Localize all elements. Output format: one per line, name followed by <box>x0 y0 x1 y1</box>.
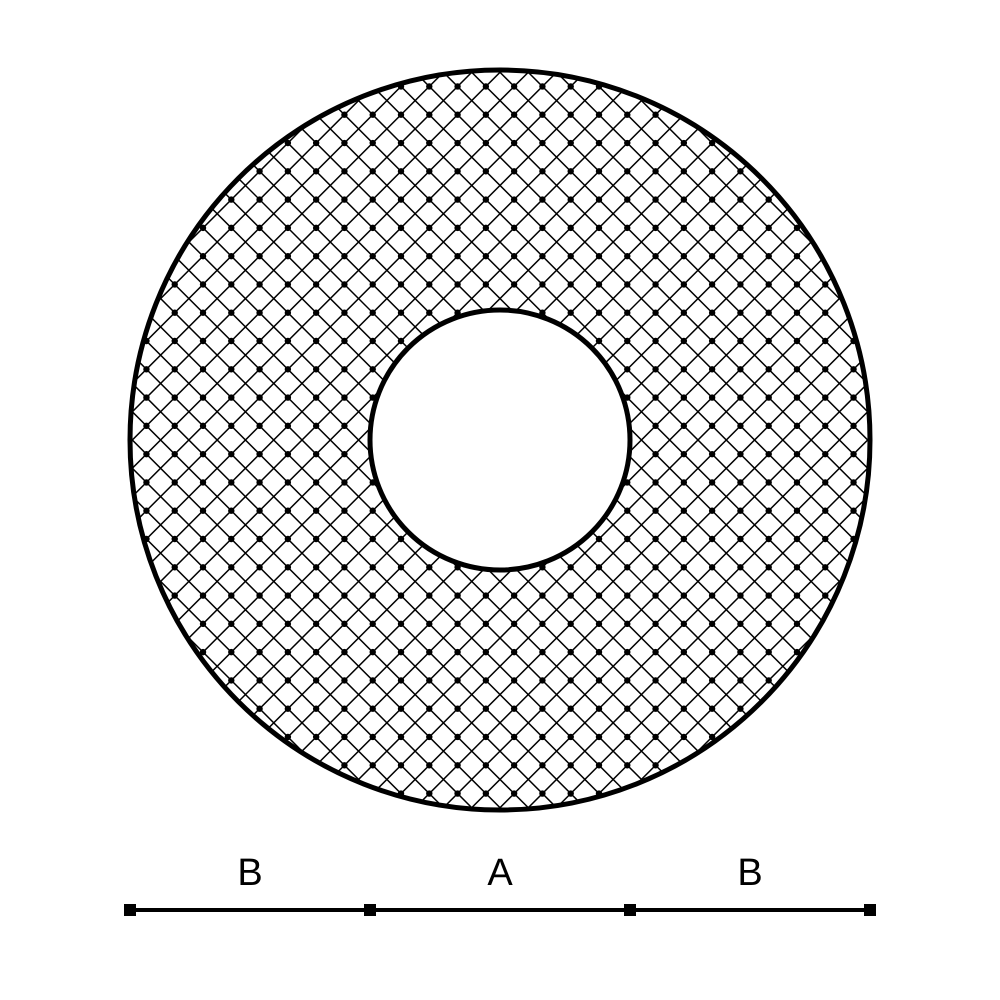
dimension-label-2: B <box>737 852 762 894</box>
washer-diagram: BAB <box>0 0 1000 1000</box>
dimension-label-1: A <box>487 852 513 894</box>
dimension-line: BAB <box>124 852 876 916</box>
inner-circle <box>370 310 630 570</box>
dimension-label-0: B <box>237 852 262 894</box>
